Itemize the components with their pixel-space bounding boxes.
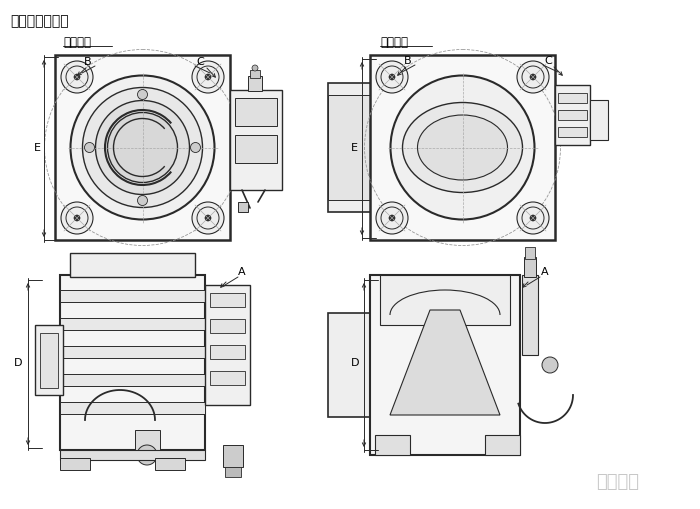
Bar	[590, 100, 608, 140]
Bar	[238, 202, 248, 212]
Circle shape	[74, 215, 80, 221]
Circle shape	[190, 143, 200, 153]
Bar	[522, 275, 538, 355]
Bar	[60, 374, 205, 386]
Bar	[35, 325, 63, 395]
Text: 水平进气: 水平进气	[380, 36, 408, 49]
Bar	[328, 83, 372, 212]
Bar	[248, 76, 262, 91]
Circle shape	[192, 202, 224, 234]
Bar	[210, 371, 245, 385]
Circle shape	[530, 74, 536, 80]
Text: C: C	[196, 57, 204, 67]
Text: A: A	[238, 267, 246, 277]
Bar	[223, 445, 243, 467]
Bar	[558, 93, 587, 103]
Text: 主要安装尺寸：: 主要安装尺寸：	[10, 14, 69, 28]
Bar	[40, 333, 58, 388]
Bar	[60, 402, 205, 414]
Bar	[210, 319, 245, 333]
Bar	[558, 110, 587, 120]
Bar	[555, 85, 590, 145]
Bar	[55, 55, 230, 240]
Circle shape	[61, 202, 93, 234]
Circle shape	[391, 75, 535, 219]
Circle shape	[389, 215, 395, 221]
Text: 竖直进气: 竖直进气	[63, 36, 91, 49]
Bar	[60, 290, 205, 302]
Circle shape	[389, 74, 395, 80]
Bar	[375, 435, 410, 455]
Circle shape	[205, 74, 211, 80]
Circle shape	[376, 202, 408, 234]
Bar	[60, 450, 205, 460]
Bar	[328, 313, 372, 417]
Circle shape	[252, 65, 258, 71]
Circle shape	[95, 100, 190, 194]
Bar	[250, 70, 260, 78]
Text: D: D	[14, 358, 22, 368]
Circle shape	[83, 88, 202, 208]
Circle shape	[137, 445, 157, 465]
Bar	[235, 135, 277, 163]
Bar	[210, 293, 245, 307]
Circle shape	[137, 195, 148, 206]
Bar	[60, 458, 90, 470]
Text: B: B	[404, 56, 412, 66]
Circle shape	[517, 61, 549, 93]
Bar	[230, 90, 282, 190]
Bar	[205, 285, 250, 405]
Text: E: E	[34, 143, 41, 153]
Bar	[524, 257, 536, 277]
Polygon shape	[390, 310, 500, 415]
Bar	[225, 467, 241, 477]
Ellipse shape	[402, 102, 522, 192]
Circle shape	[192, 61, 224, 93]
Bar	[525, 247, 535, 259]
Bar	[380, 275, 510, 325]
Circle shape	[205, 215, 211, 221]
Bar	[558, 127, 587, 137]
Text: 全配优品: 全配优品	[596, 473, 640, 491]
Bar	[235, 98, 277, 126]
Ellipse shape	[417, 115, 508, 180]
Circle shape	[542, 357, 558, 373]
Circle shape	[517, 202, 549, 234]
Circle shape	[530, 215, 536, 221]
Circle shape	[137, 90, 148, 99]
Text: D: D	[351, 358, 359, 368]
Text: B: B	[84, 57, 92, 67]
Circle shape	[61, 61, 93, 93]
Bar	[155, 458, 185, 470]
Circle shape	[85, 143, 95, 153]
Circle shape	[71, 75, 214, 219]
Text: C: C	[544, 56, 552, 66]
Text: A: A	[541, 267, 549, 277]
Circle shape	[74, 74, 80, 80]
Circle shape	[108, 112, 178, 183]
Bar	[135, 430, 160, 450]
Bar	[210, 345, 245, 359]
Bar	[70, 253, 195, 277]
Bar	[60, 318, 205, 330]
Bar	[485, 435, 520, 455]
Circle shape	[376, 61, 408, 93]
Bar	[60, 346, 205, 358]
Bar	[370, 55, 555, 240]
Bar	[60, 275, 205, 450]
Bar	[328, 95, 372, 200]
Bar	[370, 275, 520, 455]
Text: E: E	[351, 143, 358, 153]
